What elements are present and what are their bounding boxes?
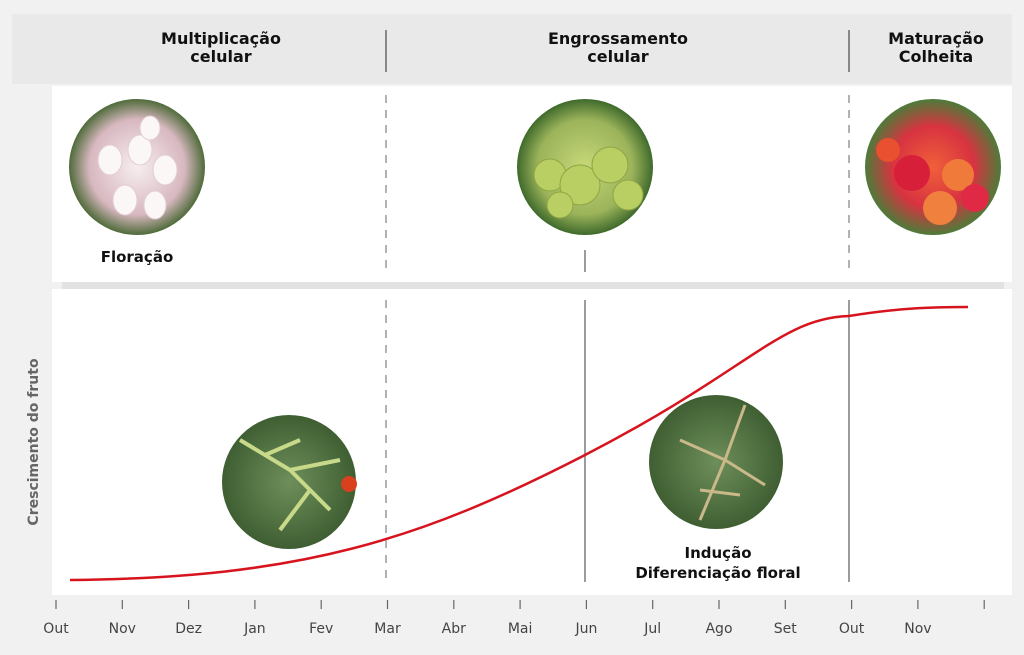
page: Multiplicação celular Engrossamento celu… [0, 0, 1024, 655]
phase-title: Multiplicação [161, 29, 281, 48]
photo-label: Floração [101, 248, 174, 266]
phase-title: Maturação [888, 29, 984, 48]
phase-title: celular [587, 47, 648, 66]
month-label: Ago [705, 621, 732, 637]
month-label: Jul [643, 621, 661, 637]
header-band [12, 14, 1012, 84]
phase-title: celular [190, 47, 251, 66]
month-label: Out [43, 621, 69, 637]
month-label: Mai [508, 621, 533, 637]
month-label: Nov [904, 621, 931, 637]
lower-panel [52, 289, 1012, 595]
month-label: Dez [175, 621, 202, 637]
photo-label: Diferenciação floral [635, 564, 800, 582]
phase-title: Engrossamento [548, 29, 688, 48]
month-label: Set [774, 621, 798, 637]
photo-label: Indução [685, 544, 752, 562]
photo-leaf [222, 415, 356, 549]
diagram: Multiplicação celular Engrossamento celu… [0, 0, 1024, 655]
month-label: Nov [109, 621, 136, 637]
month-label: Jan [243, 621, 266, 637]
month-label: Abr [442, 621, 466, 637]
phase-title: Colheita [899, 47, 973, 66]
photo-flowers [69, 99, 205, 235]
y-axis-label: Crescimento do fruto [26, 358, 42, 526]
photo-bud [649, 395, 783, 529]
month-label: Jun [574, 621, 597, 637]
month-label: Out [839, 621, 865, 637]
month-label: Fev [309, 621, 333, 637]
separator [62, 282, 1004, 289]
leaf-detail [341, 476, 357, 492]
month-label: Mar [374, 621, 401, 637]
